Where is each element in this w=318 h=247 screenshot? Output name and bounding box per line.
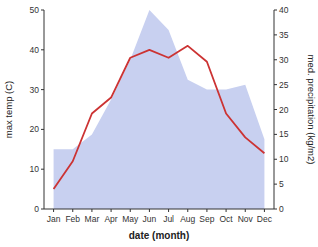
y2-tick-label: 40 (279, 5, 289, 15)
x-tick-label: Jan (47, 214, 61, 224)
y2-tick (274, 134, 277, 135)
y2-tick (274, 109, 277, 110)
x-tick-label: Sep (199, 214, 214, 224)
y-tick-label: 50 (30, 5, 40, 15)
y2-tick-label: 20 (279, 105, 289, 115)
x-tick (226, 209, 227, 212)
temperature-line (54, 46, 265, 189)
x-tick (91, 209, 92, 212)
x-tick (206, 209, 207, 212)
x-tick (111, 209, 112, 212)
y-tick (41, 209, 44, 210)
chart-container: Jan Feb Mar Apr May Jun Jul Aug Sep Oct NovDec 0 10 2… (0, 0, 318, 247)
precipitation-area (54, 10, 265, 209)
x-tick (245, 209, 246, 212)
y-tick (41, 129, 44, 130)
x-tick-label: Jun (143, 214, 157, 224)
y2-tick (274, 84, 277, 85)
y-tick (41, 49, 44, 50)
x-tick-label: Mar (85, 214, 100, 224)
y2-tick (274, 209, 277, 210)
y-axis-line (44, 10, 45, 209)
y2-tick (274, 159, 277, 160)
x-tick (130, 209, 131, 212)
x-tick-label: Jul (163, 214, 174, 224)
y2-tick-label: 25 (279, 80, 289, 90)
x-tick-label: Aug (180, 214, 195, 224)
y2-tick (274, 34, 277, 35)
y-axis-label: max temp (C) (3, 81, 14, 139)
y2-tick (274, 184, 277, 185)
y-tick-label: 20 (30, 124, 40, 134)
y-tick-label: 0 (34, 204, 39, 214)
y-tick (41, 169, 44, 170)
x-tick (53, 209, 54, 212)
y2-tick-label: 35 (279, 30, 289, 40)
y2-tick-label: 30 (279, 55, 289, 65)
x-tick-label: Dec (257, 214, 273, 224)
y-tick (41, 89, 44, 90)
y2-axis-label: med. precipitation (kg/m2) (306, 55, 317, 165)
y-tick (41, 10, 44, 11)
y2-tick-label: 5 (279, 179, 284, 189)
y2-tick-label: 10 (279, 154, 289, 164)
y2-tick (274, 10, 277, 11)
y-tick-label: 30 (30, 85, 40, 95)
x-tick-label: Nov (238, 214, 254, 224)
x-axis-label: date (month) (129, 230, 190, 241)
x-tick-label: May (122, 214, 139, 224)
x-axis-line (44, 209, 274, 210)
y-tick-label: 40 (30, 45, 40, 55)
x-tick (168, 209, 169, 212)
x-tick (187, 209, 188, 212)
chart-svg: Jan Feb Mar Apr May Jun Jul Aug Sep Oct NovDec 0 10 2… (0, 0, 318, 247)
y2-tick (274, 59, 277, 60)
plot-area (54, 10, 265, 209)
x-tick (264, 209, 265, 212)
x-tick (72, 209, 73, 212)
x-tick-label: Feb (65, 214, 80, 224)
y2-tick-label: 0 (279, 204, 284, 214)
y2-tick-label: 15 (279, 129, 289, 139)
x-tick-label: Apr (104, 214, 117, 224)
y-tick-label: 10 (30, 164, 40, 174)
x-tick-label: Oct (219, 214, 233, 224)
x-tick (149, 209, 150, 212)
